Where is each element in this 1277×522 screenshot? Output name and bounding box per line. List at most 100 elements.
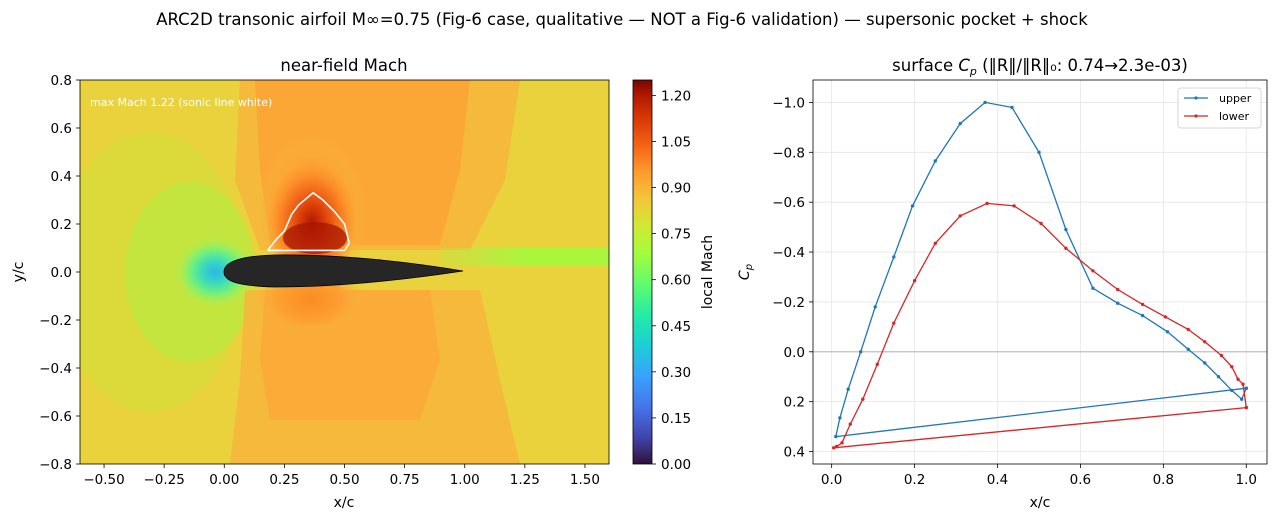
colorbar-ticks: 0.00 0.15 0.30 0.45 0.60 0.75 0.90 1.05 1.20	[652, 88, 691, 473]
cp-series-upper-point	[1186, 347, 1190, 351]
cp-y-tick-label: 0.2	[784, 395, 805, 411]
cp-series-upper-point	[873, 305, 877, 309]
cp-series-upper-point	[1230, 388, 1234, 393]
cp-series-lower-point	[1186, 327, 1190, 332]
cp-series-lower-point	[1236, 377, 1240, 381]
cp-series-lower-point	[1230, 365, 1234, 369]
mach-x-tick-label: 0.00	[209, 472, 239, 488]
mach-x-tick-label: −0.50	[83, 472, 124, 488]
cp-series-upper-point	[1203, 361, 1207, 365]
cp-series-lower-point	[832, 446, 836, 450]
cp-y-tick-label: −0.6	[772, 195, 805, 211]
cp-y-tick-label: −0.8	[772, 145, 805, 161]
cp-x-tick-label: 1.0	[1236, 472, 1257, 488]
cp-series-lower-point	[1064, 246, 1068, 250]
colorbar-tick-label: 1.20	[661, 88, 691, 104]
mach-y-tick-label: −0.8	[39, 457, 72, 473]
cp-series-upper-point	[838, 416, 842, 420]
cp-series-lower-point	[1091, 269, 1095, 273]
legend-lower-label: lower	[1219, 110, 1250, 123]
mach-x-tick-label: −0.25	[143, 472, 184, 488]
colorbar-tick-label: 0.15	[661, 411, 691, 427]
cp-series-upper-point	[1064, 227, 1068, 232]
cp-panel-title: surface Cp (‖R‖/‖R‖₀: 0.74→2.3e-03)	[892, 56, 1188, 78]
cp-series-upper-point	[1037, 150, 1041, 154]
mach-contour-field	[80, 80, 609, 464]
cp-series-lower-point	[848, 422, 852, 426]
cp-y-tick-label: 0.0	[784, 345, 805, 361]
cp-title-prefix: surface	[892, 56, 958, 75]
cp-series-lower-point	[840, 441, 844, 445]
cp-title-sub: p	[969, 65, 977, 78]
cp-y-tick-label: −0.2	[772, 295, 805, 311]
cp-series-layer	[832, 100, 1249, 450]
cp-series-lower-point	[912, 279, 917, 283]
mach-y-tick-label: 0.8	[51, 73, 72, 89]
mach-y-tick-label: 0.4	[51, 169, 72, 185]
cp-series-lower-point	[834, 444, 839, 449]
cp-series-lower-point	[985, 201, 989, 206]
mach-panel-title: near-field Mach	[280, 56, 407, 75]
cp-y-axis-label: Cp	[737, 264, 755, 280]
colorbar-tick-label: 0.30	[661, 365, 691, 381]
cp-y-axis: −1.0 −0.8 −0.6 −0.4 −0.2 0.0 0.2 0.4	[772, 95, 813, 461]
mach-x-tick-label: 1.50	[570, 472, 600, 488]
cp-series-upper-point	[834, 434, 838, 439]
mach-x-axis-label: x/c	[334, 495, 355, 511]
mach-y-tick-label: −0.4	[39, 361, 72, 377]
cp-title-var: C	[958, 56, 970, 75]
colorbar-tick-label: 0.00	[661, 457, 691, 473]
cp-panel: surface Cp (‖R‖/‖R‖₀: 0.74→2.3e-03) 0.0 0…	[737, 56, 1268, 511]
colorbar-tick-label: 1.05	[661, 134, 691, 150]
cp-ylabel-sub: p	[744, 264, 755, 271]
max-mach-annotation: max Mach 1.22 (sonic line white)	[90, 96, 272, 109]
mach-y-tick-label: 0.0	[51, 265, 72, 281]
cp-series-upper-point	[958, 121, 962, 126]
mach-y-axis: −0.8 −0.6 −0.4 −0.2 0.0 0.2 0.4 0.6 0.8	[39, 73, 80, 473]
mach-x-tick-label: 0.75	[390, 472, 420, 488]
cp-series-upper-line	[834, 101, 1247, 438]
cp-series-lower-point	[1140, 302, 1145, 307]
cp-series-lower-point	[1012, 204, 1016, 208]
cp-title-suffix: (‖R‖/‖R‖₀: 0.74→2.3e-03)	[977, 56, 1188, 75]
cp-series-upper-point	[933, 159, 937, 163]
cp-series-lower-point	[875, 362, 879, 366]
colorbar-tick-label: 0.60	[661, 273, 691, 289]
cp-series-upper-point	[846, 387, 850, 391]
cp-x-tick-label: 0.4	[987, 472, 1008, 488]
cp-grid	[813, 80, 1267, 464]
cp-series-lower-point	[1203, 340, 1207, 344]
colorbar-label: local Mach	[700, 235, 716, 309]
cp-series-lower-point	[1244, 405, 1249, 410]
mach-y-tick-label: −0.2	[39, 313, 72, 329]
cp-series-upper-point	[1091, 286, 1095, 290]
cp-x-tick-label: 0.2	[904, 472, 925, 488]
cp-series-upper-point	[1216, 375, 1221, 379]
mach-x-tick-label: 1.25	[510, 472, 540, 488]
cp-legend: upper lower	[1177, 87, 1262, 129]
cp-y-tick-label: −1.0	[772, 95, 805, 111]
mach-y-axis-label: y/c	[11, 262, 27, 283]
legend-upper-label: upper	[1219, 92, 1252, 105]
colorbar-tick-label: 0.90	[661, 181, 691, 197]
mach-colorbar: 0.00 0.15 0.30 0.45 0.60 0.75 0.90 1.05 1.20 loc…	[632, 79, 716, 473]
colorbar-tick-label: 0.75	[661, 227, 691, 243]
cp-series-lower-point	[861, 397, 865, 401]
cp-y-tick-label: 0.4	[784, 445, 805, 461]
cp-series-upper-point	[1140, 313, 1145, 318]
sonic-line	[266, 191, 351, 252]
legend-lower-marker	[1194, 114, 1198, 118]
cp-series-upper-point	[892, 255, 896, 259]
cp-series-upper-point	[1165, 330, 1170, 334]
mach-y-tick-label: 0.2	[51, 217, 72, 233]
mach-x-axis: −0.50 −0.25 0.00 0.25 0.50 0.75 1.00 1.25 1.50	[83, 464, 600, 488]
cp-series-lower-line	[833, 202, 1247, 449]
cp-series-lower-point	[958, 214, 962, 218]
cp-x-tick-label: 0.8	[1153, 472, 1174, 488]
cp-series-upper-point	[910, 204, 915, 208]
cp-series-upper-point	[1010, 105, 1014, 110]
cp-series-lower-point	[1163, 315, 1168, 319]
cp-series-lower-point	[892, 321, 896, 325]
mach-x-tick-label: 0.50	[329, 472, 359, 488]
